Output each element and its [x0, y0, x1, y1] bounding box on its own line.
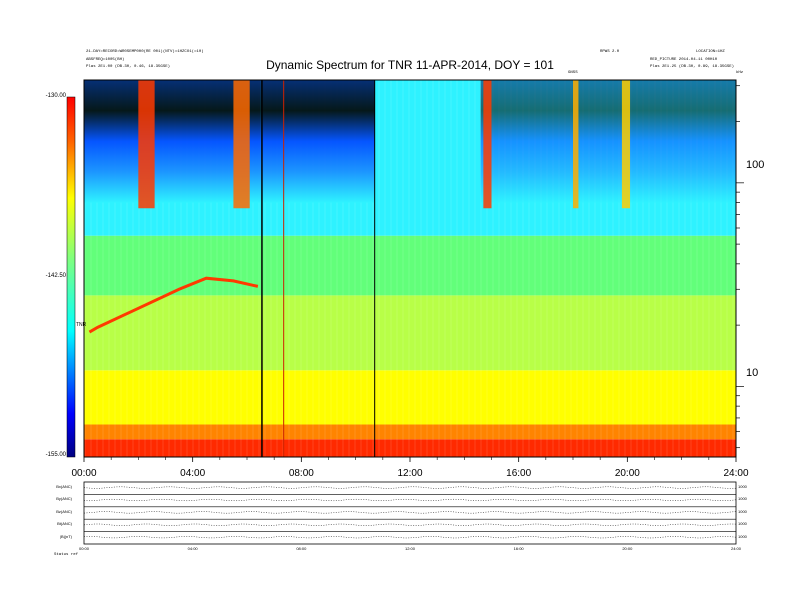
header-left-line3: Plas 2E1.00 (DB.30, 0.46, 18.35GSE)	[86, 65, 171, 69]
header-right-line3: RED_PICTURE 2014-04-11 00H10	[650, 58, 718, 62]
marker-label: GNSS	[568, 71, 578, 75]
x-tick-label-2: 08:00	[288, 468, 314, 479]
bottom-x-tick-5: 20:00	[622, 546, 633, 551]
bottom-x-tick-6: 24:00	[730, 546, 741, 551]
burst-3	[573, 80, 579, 209]
strip-label-0: Bx(ANC)	[56, 484, 72, 489]
strip-right-label-3: 1000	[738, 521, 747, 527]
bottom-x-tick-3: 12:00	[404, 546, 415, 551]
header-left-line1: 21-DAY=RECORD=WR0SEMP000(RE 001)(NTV)=1H…	[86, 50, 204, 54]
strip-trace-1	[83, 498, 737, 502]
upper-region-2	[480, 80, 736, 203]
strip-label-1: By(ANC)	[56, 496, 72, 502]
corner-label: kHz	[736, 71, 744, 75]
header-right-line1: RPWS 2.0	[600, 50, 620, 54]
burst-0	[138, 80, 155, 209]
header-left-line2: ABSFREQ=1005(BH)	[86, 58, 125, 62]
strip-dividers	[84, 494, 736, 532]
chart-title: Dynamic Spectrum for TNR 11-APR-2014, DO…	[266, 58, 554, 72]
x-tick-label-6: 24:00	[723, 468, 749, 479]
strip-right-label-4: 1000	[738, 533, 747, 539]
strip-trace-0	[83, 486, 737, 489]
upper-region-0	[84, 80, 261, 203]
strip-label-2: Bz(ANC)	[56, 508, 72, 514]
strip-right-label-2: 1000	[738, 508, 747, 514]
x-tick-marks	[83, 457, 737, 462]
bottom-x-tick-2: 08:00	[296, 546, 307, 551]
bottom-x-tick-1: 04:00	[187, 546, 198, 551]
footer-label: Status ref	[54, 553, 79, 557]
emission-line	[88, 276, 259, 334]
bottom-x-tick-4: 16:00	[513, 546, 524, 551]
upper-frequency-region	[84, 80, 736, 203]
burst-4	[621, 80, 631, 209]
bottom-x-tick-0: 00:00	[78, 546, 89, 551]
freq-tick-10: 10	[746, 367, 759, 379]
strip-right-label-0: 1000	[738, 484, 747, 489]
data-gap-lines	[261, 80, 376, 457]
x-tick-label-1: 04:00	[180, 468, 206, 479]
x-tick-label-5: 20:00	[614, 468, 640, 479]
strip-label-4: |B|(nT)	[59, 533, 72, 539]
freq-tick-100: 100	[746, 159, 765, 171]
strip-trace-2	[83, 511, 737, 514]
colorbar-tick-top: -130.00	[45, 93, 66, 99]
frequency-tick-marks	[736, 85, 744, 449]
colorbar-tick-bottom: -155.00	[45, 452, 66, 458]
upper-region-1	[260, 80, 375, 203]
strip-trace-4	[83, 536, 737, 539]
x-tick-label-4: 16:00	[506, 468, 532, 479]
emission-trace	[88, 276, 259, 334]
header-right-line2: LOCATION=1HZ	[696, 50, 725, 54]
burst-2	[483, 80, 492, 209]
burst-1	[233, 80, 250, 209]
colorbar-label: TNR	[76, 322, 87, 328]
header-right-line4: Plas 2E1.25 (DB.30, 0.89, 18.35GSE)	[650, 65, 735, 69]
strip-right-label-1: 1000	[738, 496, 747, 502]
x-tick-label-3: 12:00	[397, 468, 423, 479]
colorbar	[66, 96, 76, 458]
colorbar-tick-mid: -142.50	[45, 273, 66, 279]
x-tick-label-0: 00:00	[71, 468, 97, 479]
strip-trace-3	[83, 523, 737, 526]
strip-label-3: Bt(ANC)	[57, 521, 72, 527]
radio-bursts	[138, 80, 631, 209]
